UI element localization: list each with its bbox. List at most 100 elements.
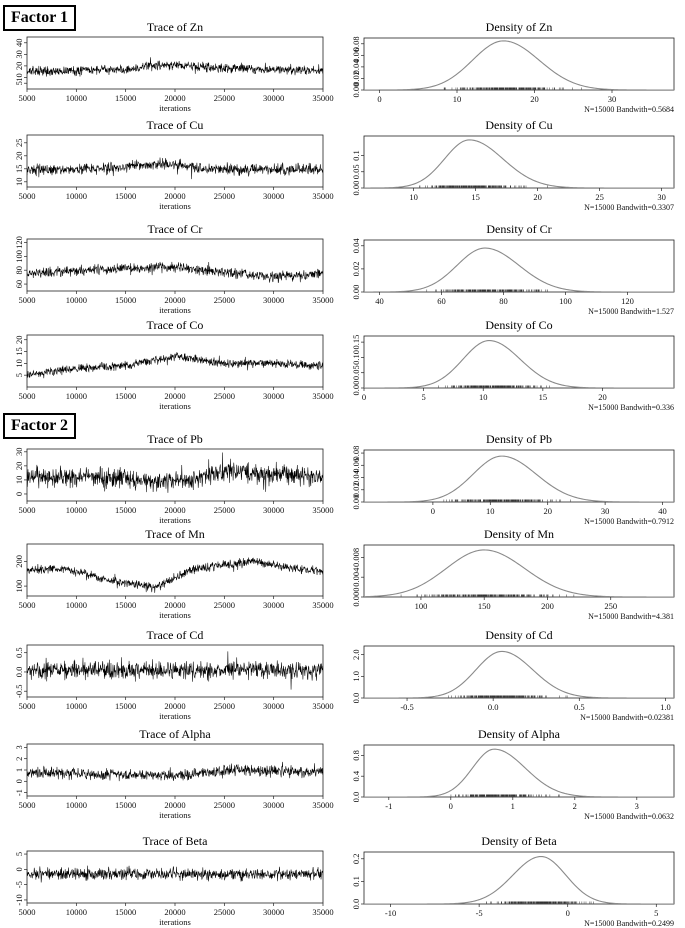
y-tick-label: 0.06 [351, 458, 361, 473]
x-tick-label: 20000 [164, 93, 185, 103]
trace-of-co-panel: Trace of Co 5 10 15 20 5000 10000 15000 20000 250… [0, 318, 334, 411]
chart-title: Density of Alpha [478, 727, 561, 741]
y-tick-label: 30 [14, 448, 24, 457]
x-tick-label: 20000 [164, 391, 185, 401]
x-tick-label: 15000 [115, 600, 136, 610]
plot-frame [363, 449, 675, 503]
x-tick-label: 10000 [66, 391, 87, 401]
density-of-pb-chart: Density of Pb 0.000.020.040.060.08 0 10 20 30… [351, 432, 675, 526]
y-tick-label: 0 [14, 492, 24, 496]
x-tick-label: 15000 [115, 295, 136, 305]
density-of-beta-chart: Density of Beta 0.0 0.1 0.2 -10 -5 0 5N=15000 B… [351, 834, 675, 928]
bandwidth-note: N=15000 Bandwith=0.3307 [584, 203, 674, 212]
x-tick-label: 35000 [312, 191, 333, 201]
x-axis-label: iterations [159, 305, 191, 315]
x-tick-label: 20000 [164, 600, 185, 610]
bandwidth-note: N=15000 Bandwith=0.02381 [580, 713, 674, 722]
x-tick-label: 30000 [263, 800, 284, 810]
density-of-beta-panel: Density of Beta 0.0 0.1 0.2 -10 -5 0 5 N=15000 B… [340, 834, 685, 928]
rug-marks [448, 695, 568, 698]
x-tick-label: 25000 [214, 391, 235, 401]
rug-marks [443, 499, 571, 502]
x-tick-label: 30000 [263, 391, 284, 401]
y-tick-label: 100 [14, 580, 24, 593]
x-tick-label: 35000 [312, 505, 333, 515]
y-tick-label: 0.02 [351, 71, 361, 86]
x-tick-label: 20 [598, 392, 607, 402]
bandwidth-note: N=15000 Bandwith=0.5684 [584, 105, 674, 114]
chart-title: Trace of Cr [148, 222, 203, 236]
chart-title: Density of Mn [484, 527, 554, 541]
x-axis-label: iterations [159, 711, 191, 721]
x-tick-label: 35000 [312, 391, 333, 401]
y-tick-label: 20 [14, 462, 24, 471]
plot-frame [363, 544, 675, 598]
y-tick-label: 0 [14, 779, 24, 783]
y-tick-label: 0.2 [351, 853, 361, 864]
chart-title: Density of Cu [485, 118, 552, 132]
y-tick-label: 1.0 [351, 671, 361, 682]
y-tick-label: 15 [14, 165, 24, 174]
y-tick-label: 10 [14, 359, 24, 368]
x-tick-label: 150 [478, 601, 491, 611]
y-tick-label: 0.1 [351, 876, 361, 887]
x-tick-label: 20 [530, 94, 539, 104]
x-tick-label: 15000 [115, 191, 136, 201]
y-tick-label: 0.5 [14, 647, 24, 658]
x-tick-label: 5000 [19, 701, 36, 711]
x-tick-label: 100 [415, 601, 428, 611]
rug-marks [443, 87, 582, 90]
x-axis-label: iterations [159, 515, 191, 525]
y-tick-label: 0 [14, 867, 24, 871]
y-tick-label: 0.00 [351, 285, 361, 300]
chart-title: Trace of Beta [143, 834, 209, 848]
density-of-zn-panel: Density of Zn 0.00 0.02 0.04 0.06 0.08 0 10 20 30… [340, 20, 685, 114]
y-tick-label: 0.05 [351, 164, 361, 179]
y-tick-label: 0.08 [351, 36, 361, 51]
trace-line [27, 761, 323, 782]
x-tick-label: 35000 [312, 600, 333, 610]
density-of-cu-chart: Density of Cu 0.00 0.05 0.1 10 15 20 25 30N=1500… [351, 118, 675, 212]
y-tick-label: 20 [14, 62, 24, 70]
trace-line [27, 261, 323, 284]
trace-of-cd-chart: Trace of Cd -0.5 0.0 0.5 5000 10000 15000 20000… [14, 628, 334, 721]
x-tick-label: 25000 [214, 600, 235, 610]
plot-frame [363, 239, 675, 293]
x-axis-label: iterations [159, 201, 191, 211]
x-tick-label: -0.5 [400, 702, 413, 712]
trace-of-mn-chart: Trace of Mn 100 200 5000 10000 15000 20000 2500… [14, 527, 334, 620]
x-tick-label: 10000 [66, 191, 87, 201]
x-tick-label: 80 [499, 296, 508, 306]
x-tick-label: 0 [566, 908, 570, 918]
x-tick-label: 40 [375, 296, 384, 306]
trace-of-zn-chart: Trace of Zn 510 20 30 40 5000 10000 15000 20000 2… [14, 20, 334, 113]
trace-of-beta-panel: Trace of Beta -10 -5 0 5 5000 10000 15000 20000 2… [0, 834, 334, 927]
y-tick-label: 20 [14, 152, 24, 161]
density-of-pb-panel: Density of Pb 0.00 0.02 0.04 0.06 0.08 0 10 20 30… [340, 432, 685, 526]
trace-of-cu-panel: Trace of Cu 10 15 20 25 5000 10000 15000 20000 25… [0, 118, 334, 211]
x-tick-label: 0 [377, 94, 381, 104]
x-tick-label: 20000 [164, 295, 185, 305]
x-tick-label: 35000 [312, 295, 333, 305]
x-tick-label: 15000 [115, 505, 136, 515]
x-tick-label: 30000 [263, 505, 284, 515]
x-axis-label: iterations [159, 103, 191, 113]
x-tick-label: 5000 [19, 907, 36, 917]
y-tick-label: 200 [14, 555, 24, 568]
y-tick-label: 0.4 [351, 770, 361, 781]
x-tick-label: 25000 [214, 800, 235, 810]
x-tick-label: 10 [453, 94, 462, 104]
x-tick-label: 15000 [115, 800, 136, 810]
x-tick-label: 10000 [66, 295, 87, 305]
x-axis-label: iterations [159, 810, 191, 820]
trace-line [27, 651, 323, 690]
x-tick-label: 10 [486, 506, 495, 516]
x-tick-label: 25000 [214, 701, 235, 711]
x-tick-label: 200 [541, 601, 554, 611]
x-tick-label: 60 [437, 296, 446, 306]
density-of-mn-panel: Density of Mn 0.000 0.004 0.008 100 150 200 250… [340, 527, 685, 621]
y-tick-label: 0.06 [351, 48, 361, 63]
chart-title: Density of Cd [485, 628, 552, 642]
x-tick-label: 30000 [263, 191, 284, 201]
x-tick-label: 30 [608, 94, 617, 104]
